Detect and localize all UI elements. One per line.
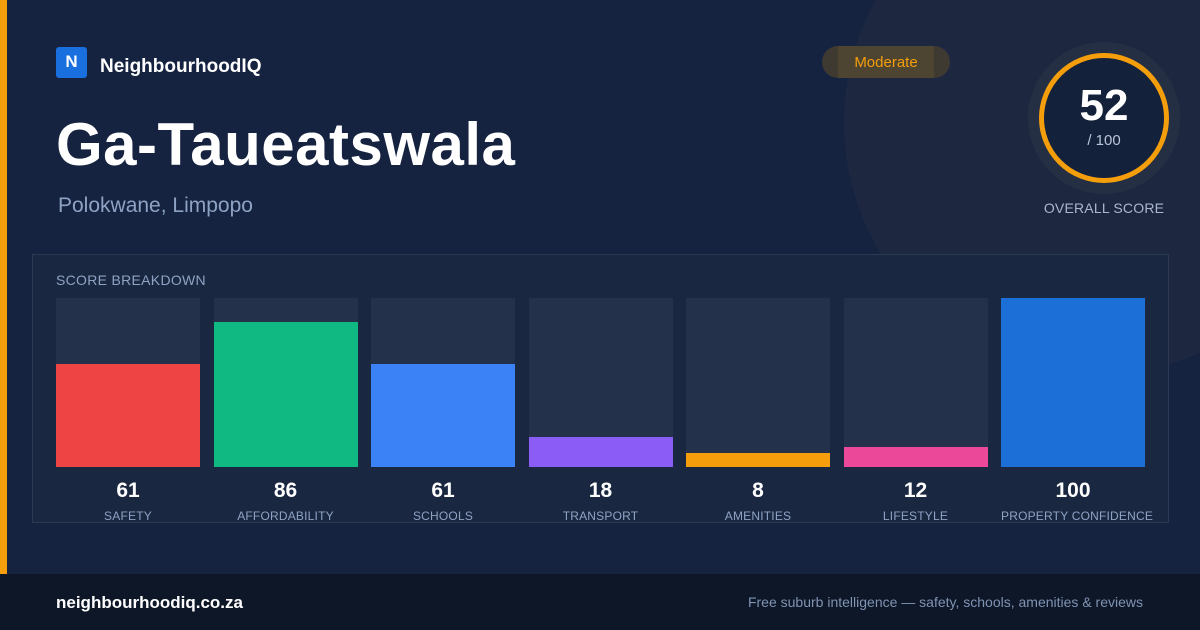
- suburb-title: Ga-Taueatswala: [56, 111, 516, 178]
- overall-score-ring: 52 / 100: [1039, 53, 1169, 183]
- score-bar-track: [213, 298, 358, 467]
- score-bar-fill: [528, 436, 673, 467]
- score-bar-property-confidence: 100 PROPERTY CONFIDENCE: [1001, 298, 1154, 523]
- accent-bar: [0, 0, 7, 574]
- score-bar-track: [528, 298, 673, 467]
- score-bar-schools: 61 SCHOOLS: [371, 298, 515, 523]
- score-bar-track: [843, 298, 988, 467]
- score-bar-label: AMENITIES: [724, 509, 792, 523]
- share-card: N NeighbourhoodIQ Ga-Taueatswala Polokwa…: [0, 0, 1180, 574]
- overall-score-gauge: 52 / 100: [1028, 42, 1180, 194]
- rating-badge: Moderate: [822, 46, 950, 78]
- score-bar-fill: [843, 446, 988, 467]
- score-bar-amenities: 8 AMENITIES: [686, 298, 830, 523]
- overall-score-value: 52: [1079, 80, 1129, 130]
- score-bar-fill: [213, 321, 358, 467]
- score-bar-fill: [1001, 298, 1145, 467]
- suburb-location: Polokwane, Limpopo: [58, 194, 253, 217]
- score-bar-value: 86: [273, 479, 298, 502]
- score-bar-lifestyle: 12 LIFESTYLE: [843, 298, 988, 523]
- brand[interactable]: N NeighbourhoodIQ: [56, 46, 261, 78]
- brand-name: NeighbourhoodIQ: [100, 56, 262, 77]
- score-bar-value: 61: [431, 479, 455, 502]
- score-bar-value: 18: [588, 479, 613, 502]
- score-bar-label: SAFETY: [104, 509, 152, 523]
- score-bar-label: PROPERTY CONFIDENCE: [1001, 509, 1154, 523]
- score-bar-value: 61: [116, 479, 140, 502]
- footer-tagline: Free suburb intelligence — safety, schoo…: [747, 594, 1143, 610]
- score-breakdown-title: SCORE BREAKDOWN: [56, 272, 206, 288]
- overall-score-max: / 100: [1087, 131, 1121, 149]
- score-bar-track: [1001, 298, 1145, 467]
- footer: neighbourhoodiq.co.za Free suburb intell…: [0, 574, 1200, 630]
- score-bar-track: [686, 298, 830, 467]
- score-bar-fill: [56, 363, 200, 467]
- score-bar-value: 8: [752, 479, 764, 502]
- score-bar-value: 12: [903, 479, 928, 502]
- score-bar-fill: [371, 363, 515, 467]
- score-bar-label: TRANSPORT: [562, 509, 639, 523]
- score-bar-label: LIFESTYLE: [882, 509, 949, 523]
- score-bar-transport: 18 TRANSPORT: [528, 298, 673, 523]
- brand-logo-icon: N: [56, 46, 87, 78]
- score-bar-value: 100: [1055, 479, 1091, 502]
- score-bar-label: SCHOOLS: [412, 509, 474, 523]
- score-bar-affordability: 86 AFFORDABILITY: [213, 298, 358, 523]
- score-breakdown-panel: SCORE BREAKDOWN 61 SAFETY 86 AFFORDABILITY 6…: [32, 254, 1169, 523]
- score-bar-track: [56, 298, 200, 467]
- rating-badge-label: Moderate: [854, 53, 918, 71]
- score-bar-track: [371, 298, 515, 467]
- overall-score-label: OVERALL SCORE: [1043, 200, 1165, 216]
- footer-url-link[interactable]: neighbourhoodiq.co.za: [56, 593, 243, 612]
- score-bar-fill: [686, 453, 830, 467]
- score-bar-label: AFFORDABILITY: [237, 509, 334, 523]
- score-bar-safety: 61 SAFETY: [56, 298, 200, 523]
